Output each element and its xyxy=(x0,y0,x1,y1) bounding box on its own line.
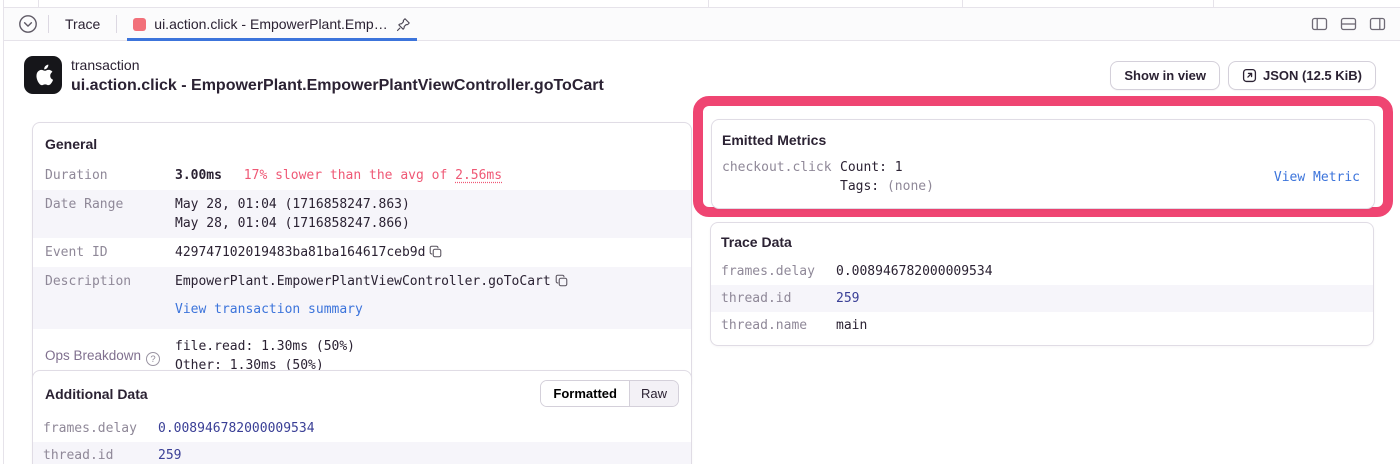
background-column-divider xyxy=(962,0,963,7)
format-toggle: Formatted Raw xyxy=(540,380,679,407)
layout-left-icon xyxy=(1311,16,1328,32)
layout-left-button[interactable] xyxy=(1311,16,1328,32)
metric-row: checkout.click Count: 1 Tags: (none) Vie… xyxy=(712,156,1374,208)
view-transaction-summary-link[interactable]: View transaction summary xyxy=(175,302,363,317)
trace-data-title: Trace Data xyxy=(721,234,792,250)
event-type-label: transaction xyxy=(71,57,140,73)
ops-breakdown-key: Ops Breakdown? xyxy=(45,346,175,367)
tab-trace[interactable]: Trace xyxy=(59,8,106,40)
pin-icon xyxy=(396,17,411,32)
drawer-tab-bar: Trace ui.action.click - EmpowerPlant.Emp… xyxy=(4,7,1400,41)
pin-tab-button[interactable] xyxy=(396,17,411,32)
emitted-metrics-panel: Emitted Metrics checkout.click Count: 1 … xyxy=(711,119,1375,209)
additional-data-panel: Additional Data Formatted Raw frames.del… xyxy=(32,370,692,464)
tab-divider xyxy=(48,15,49,33)
date-range-key: Date Range xyxy=(45,197,124,212)
ops-breakdown-value: file.read: 1.30ms (50%) Other: 1.30ms (5… xyxy=(175,339,356,373)
transaction-marker-icon xyxy=(133,17,147,31)
chevron-down-circle-icon xyxy=(18,14,38,34)
table-row: frames.delay 0.008946782000009534 xyxy=(721,264,993,279)
avg-duration-value[interactable]: 2.56ms xyxy=(455,168,503,183)
layout-right-icon xyxy=(1369,16,1386,32)
additional-data-title: Additional Data xyxy=(45,385,148,402)
background-column-divider xyxy=(1213,0,1214,7)
table-row: frames.delay 0.008946782000009534 xyxy=(43,421,315,436)
emitted-metrics-highlight-annotation: Emitted Metrics checkout.click Count: 1 … xyxy=(693,96,1393,217)
help-icon[interactable]: ? xyxy=(146,352,161,367)
table-row: thread.id 259 xyxy=(711,285,1373,312)
date-range-value: May 28, 01:04 (1716858247.863) May 28, 0… xyxy=(175,197,410,231)
description-key: Description xyxy=(45,274,132,289)
tab-divider xyxy=(116,15,118,33)
event-id-key: Event ID xyxy=(45,245,108,260)
layout-right-button[interactable] xyxy=(1369,16,1386,32)
event-id-value: 429747102019483ba81ba164617ceb9d xyxy=(175,243,679,262)
general-panel: General Duration 3.00ms 17% slower than … xyxy=(32,122,692,388)
table-row: thread.id 259 xyxy=(33,442,691,464)
duration-value: 3.00ms 17% slower than the avg of 2.56ms xyxy=(175,168,503,183)
raw-button[interactable]: Raw xyxy=(628,381,678,406)
copy-event-id-button[interactable] xyxy=(429,245,442,258)
tab-active-span-details[interactable]: ui.action.click - EmpowerPlant.Emp… xyxy=(127,8,418,41)
active-tab-label: ui.action.click - EmpowerPlant.Emp… xyxy=(154,16,388,32)
page-title: ui.action.click - EmpowerPlant.EmpowerPl… xyxy=(71,77,604,94)
json-download-button[interactable]: JSON (12.5 KiB) xyxy=(1228,61,1376,90)
drawer-left-border xyxy=(3,0,4,464)
open-in-new-icon xyxy=(1242,68,1257,83)
header-actions: Show in view JSON (12.5 KiB) xyxy=(1110,56,1376,90)
layout-bottom-icon xyxy=(1340,16,1357,32)
table-row: thread.name main xyxy=(721,318,868,333)
background-column-divider xyxy=(38,0,39,7)
copy-description-button[interactable] xyxy=(555,274,568,287)
duration-key: Duration xyxy=(45,168,108,183)
emitted-metrics-title: Emitted Metrics xyxy=(722,132,827,148)
apple-logo-icon xyxy=(24,56,62,94)
transaction-header: transaction ui.action.click - EmpowerPla… xyxy=(24,56,1376,97)
show-in-view-button[interactable]: Show in view xyxy=(1110,61,1221,90)
description-row: Description EmpowerPlant.EmpowerPlantVie… xyxy=(33,267,691,329)
duration-row: Duration 3.00ms 17% slower than the avg … xyxy=(33,161,691,190)
layout-bottom-button[interactable] xyxy=(1340,16,1357,32)
collapse-drawer-button[interactable] xyxy=(18,8,38,40)
trace-data-panel: Trace Data frames.delay 0.00894678200000… xyxy=(710,222,1374,346)
ops-breakdown-row: Ops Breakdown? file.read: 1.30ms (50%) O… xyxy=(33,329,691,387)
background-page-edge xyxy=(0,0,1400,7)
event-id-row: Event ID 429747102019483ba81ba164617ceb9… xyxy=(33,238,691,267)
trace-tab-label: Trace xyxy=(65,16,101,32)
view-metric-link[interactable]: View Metric xyxy=(1273,169,1360,185)
layout-controls xyxy=(1311,8,1386,40)
general-panel-title: General xyxy=(45,136,98,152)
description-value: EmpowerPlant.EmpowerPlantViewController.… xyxy=(175,272,679,319)
date-range-row: Date Range May 28, 01:04 (1716858247.863… xyxy=(33,190,691,238)
background-column-divider xyxy=(708,0,709,7)
metric-details: Count: 1 Tags: (none) xyxy=(840,160,934,194)
formatted-button[interactable]: Formatted xyxy=(541,381,629,406)
metric-name: checkout.click xyxy=(722,160,832,175)
duration-comparison: 17% slower than the avg of 2.56ms xyxy=(243,168,503,183)
additional-data-header: Additional Data Formatted Raw xyxy=(33,371,691,415)
title-texts: transaction ui.action.click - EmpowerPla… xyxy=(71,56,604,97)
